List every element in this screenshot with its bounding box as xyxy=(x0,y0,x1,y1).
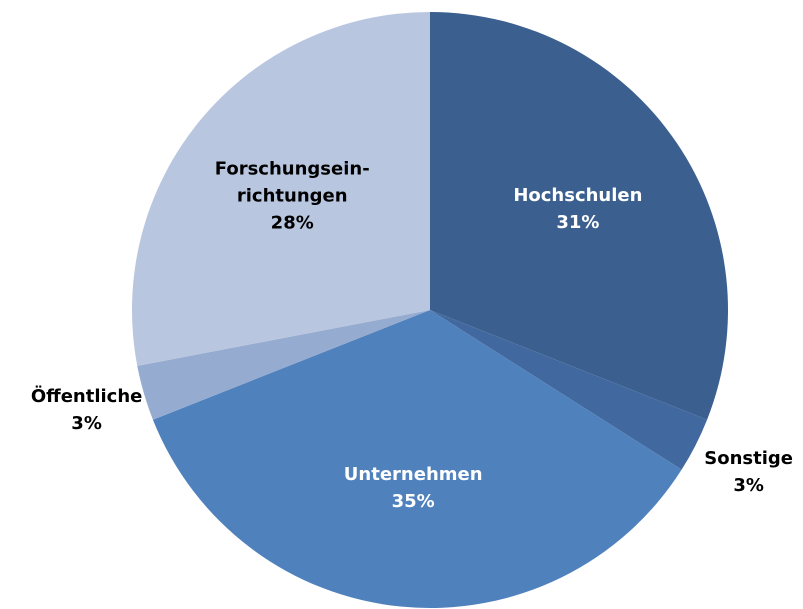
value-label: 35% xyxy=(391,491,435,512)
slice-label: Öffentliche 3% xyxy=(31,383,143,437)
value-label: 31% xyxy=(556,212,600,234)
pie-slice xyxy=(430,12,728,420)
value-label: 28% xyxy=(270,212,314,234)
category-label: Forschungsein- richtungen xyxy=(214,158,370,207)
category-label: Sonstige xyxy=(704,448,793,470)
slice-label: Unternehmen 35% xyxy=(344,461,483,515)
pie-slice xyxy=(131,12,430,366)
category-label: Hochschulen xyxy=(513,185,643,207)
value-label: 3% xyxy=(71,412,102,434)
slice-label: Hochschulen 31% xyxy=(513,182,642,236)
pie-slice xyxy=(430,310,708,470)
value-label: 3% xyxy=(733,475,764,497)
category-label: Unternehmen xyxy=(343,464,483,485)
slice-label: Sonstige 3% xyxy=(704,445,793,499)
category-label: Öffentliche xyxy=(30,385,143,407)
slice-label: Forschungsein- richtungen 28% xyxy=(215,156,370,237)
pie-slice xyxy=(137,310,431,420)
pie-slice xyxy=(152,310,682,608)
